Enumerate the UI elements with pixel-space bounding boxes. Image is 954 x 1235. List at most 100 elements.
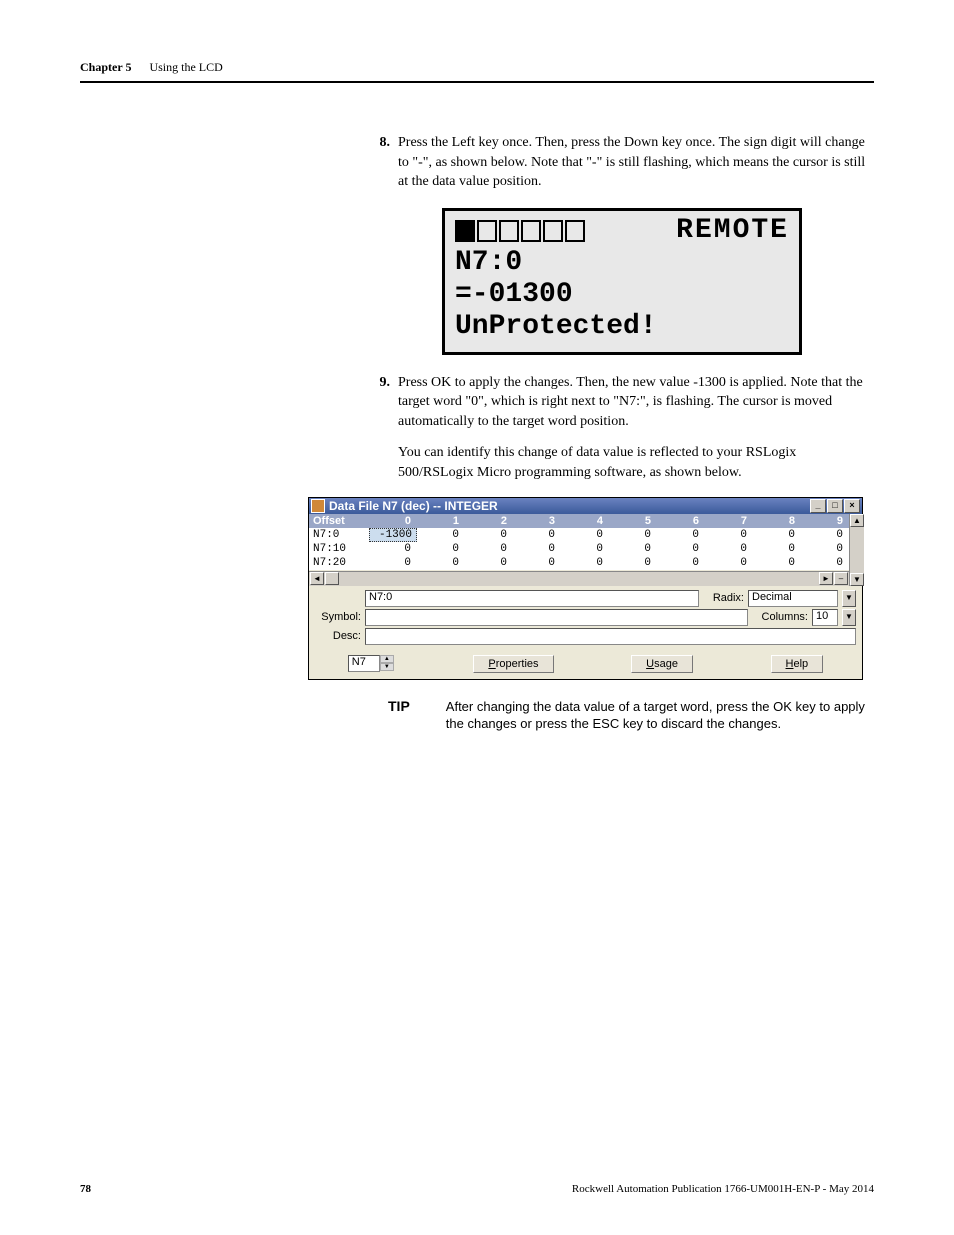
spin-down-icon[interactable]: ▼ — [380, 663, 394, 671]
chapter-title: Using the LCD — [149, 60, 222, 75]
grid-cell[interactable]: 0 — [657, 542, 705, 556]
step-number: 8. — [370, 133, 390, 192]
lcd-indicator-box — [543, 220, 563, 242]
header-rule — [80, 81, 874, 83]
grid-cell[interactable]: 0 — [801, 528, 849, 542]
grid-cell[interactable]: 0 — [465, 542, 513, 556]
horizontal-scrollbar[interactable]: ◄ ► – — [309, 571, 849, 586]
grid-cell[interactable]: -1300 — [369, 528, 417, 542]
grid-cell[interactable]: 0 — [513, 528, 561, 542]
grid-cell[interactable]: 0 — [609, 528, 657, 542]
lcd-indicator-box — [521, 220, 541, 242]
grid-cell[interactable]: 0 — [513, 542, 561, 556]
page-number: 78 — [80, 1183, 91, 1195]
maximize-button[interactable]: □ — [827, 499, 843, 513]
publication-info: Rockwell Automation Publication 1766-UM0… — [572, 1183, 874, 1195]
minimize-button[interactable]: _ — [810, 499, 826, 513]
columns-input[interactable]: 10 — [812, 609, 838, 626]
grid-cell[interactable]: 0 — [753, 542, 801, 556]
desc-input[interactable] — [365, 628, 856, 645]
file-spinner[interactable]: N7 ▲ ▼ — [348, 655, 396, 673]
desc-label: Desc: — [315, 630, 361, 642]
close-button[interactable]: × — [844, 499, 860, 513]
address-input[interactable]: N7:0 — [365, 590, 699, 607]
grid-cell[interactable]: 0 — [657, 556, 705, 570]
col-header: 1 — [417, 514, 465, 528]
grid-cell[interactable]: 0 — [561, 556, 609, 570]
step-text: Press the Left key once. Then, press the… — [398, 133, 874, 192]
properties-button[interactable]: Properties — [473, 655, 553, 673]
radix-label: Radix: — [713, 592, 744, 604]
grid-cell[interactable]: 0 — [417, 542, 465, 556]
grid-cell[interactable]: 0 — [753, 556, 801, 570]
lcd-display: REMOTE N7:0 =-01300 UnProtected! — [442, 208, 802, 355]
radix-select[interactable]: Decimal — [748, 590, 838, 607]
col-header: 3 — [513, 514, 561, 528]
step-8: 8. Press the Left key once. Then, press … — [370, 133, 874, 192]
lcd-indicator-boxes — [455, 220, 585, 242]
col-header: 6 — [657, 514, 705, 528]
table-row[interactable]: N7:100000000000 — [309, 542, 849, 556]
usage-button[interactable]: Usage — [631, 655, 693, 673]
step-text-para2: You can identify this change of data val… — [398, 443, 874, 482]
rslogix-window: Data File N7 (dec) -- INTEGER _ □ × Offs… — [308, 497, 863, 680]
lcd-line-address: N7:0 — [455, 247, 789, 279]
grid-cell[interactable]: 0 — [369, 542, 417, 556]
scroll-left-icon[interactable]: ◄ — [310, 572, 324, 585]
dropdown-icon[interactable]: ▼ — [842, 590, 856, 607]
grid-header: Offset0123456789 — [309, 514, 849, 528]
grid-cell[interactable]: 0 — [801, 542, 849, 556]
scroll-right-icon[interactable]: ► — [819, 572, 833, 585]
col-header: 8 — [753, 514, 801, 528]
tip-text: After changing the data value of a targe… — [446, 698, 874, 733]
symbol-input[interactable] — [365, 609, 748, 626]
col-header: 0 — [369, 514, 417, 528]
scroll-up-icon[interactable]: ▲ — [850, 514, 864, 527]
chapter-label: Chapter 5 — [80, 60, 131, 75]
scroll-thumb[interactable] — [325, 572, 339, 585]
col-header: 2 — [465, 514, 513, 528]
lcd-indicator-box — [477, 220, 497, 242]
row-offset: N7:20 — [309, 556, 369, 570]
lcd-indicator-box — [455, 220, 475, 242]
col-header: 5 — [609, 514, 657, 528]
columns-label: Columns: — [762, 611, 808, 623]
help-button[interactable]: Help — [771, 655, 824, 673]
grid-cell[interactable]: 0 — [561, 542, 609, 556]
table-row[interactable]: N7:0-1300000000000 — [309, 528, 849, 542]
scroll-corner: – — [834, 572, 848, 585]
col-offset: Offset — [309, 514, 369, 528]
grid-cell[interactable]: 0 — [561, 528, 609, 542]
vertical-scrollbar[interactable]: ▲ ▼ — [849, 514, 864, 586]
grid-cell[interactable]: 0 — [369, 556, 417, 570]
spin-up-icon[interactable]: ▲ — [380, 655, 394, 663]
col-header: 4 — [561, 514, 609, 528]
window-icon — [311, 499, 325, 513]
grid-cell[interactable]: 0 — [801, 556, 849, 570]
grid-cell[interactable]: 0 — [513, 556, 561, 570]
col-header: 7 — [705, 514, 753, 528]
grid-cell[interactable]: 0 — [705, 556, 753, 570]
dropdown-icon[interactable]: ▼ — [842, 609, 856, 626]
window-title: Data File N7 (dec) -- INTEGER — [329, 499, 498, 513]
page-footer: 78 Rockwell Automation Publication 1766-… — [80, 1183, 874, 1195]
symbol-label: Symbol: — [315, 611, 361, 623]
grid-cell[interactable]: 0 — [417, 528, 465, 542]
grid-cell[interactable]: 0 — [609, 556, 657, 570]
window-titlebar[interactable]: Data File N7 (dec) -- INTEGER _ □ × — [309, 498, 862, 514]
grid-cell[interactable]: 0 — [705, 528, 753, 542]
step-9: 9. Press OK to apply the changes. Then, … — [370, 373, 874, 483]
grid-cell[interactable]: 0 — [417, 556, 465, 570]
grid-cell[interactable]: 0 — [657, 528, 705, 542]
grid-rows: N7:0-1300000000000N7:100000000000N7:2000… — [309, 528, 849, 570]
table-row[interactable]: N7:200000000000 — [309, 556, 849, 570]
grid-cell[interactable]: 0 — [705, 542, 753, 556]
scroll-down-icon[interactable]: ▼ — [850, 573, 864, 586]
file-input[interactable]: N7 — [348, 655, 380, 672]
grid-cell[interactable]: 0 — [465, 556, 513, 570]
grid-cell[interactable]: 0 — [753, 528, 801, 542]
row-offset: N7:0 — [309, 528, 369, 542]
grid-cell[interactable]: 0 — [609, 542, 657, 556]
lcd-line-protection: UnProtected! — [455, 311, 789, 343]
grid-cell[interactable]: 0 — [465, 528, 513, 542]
